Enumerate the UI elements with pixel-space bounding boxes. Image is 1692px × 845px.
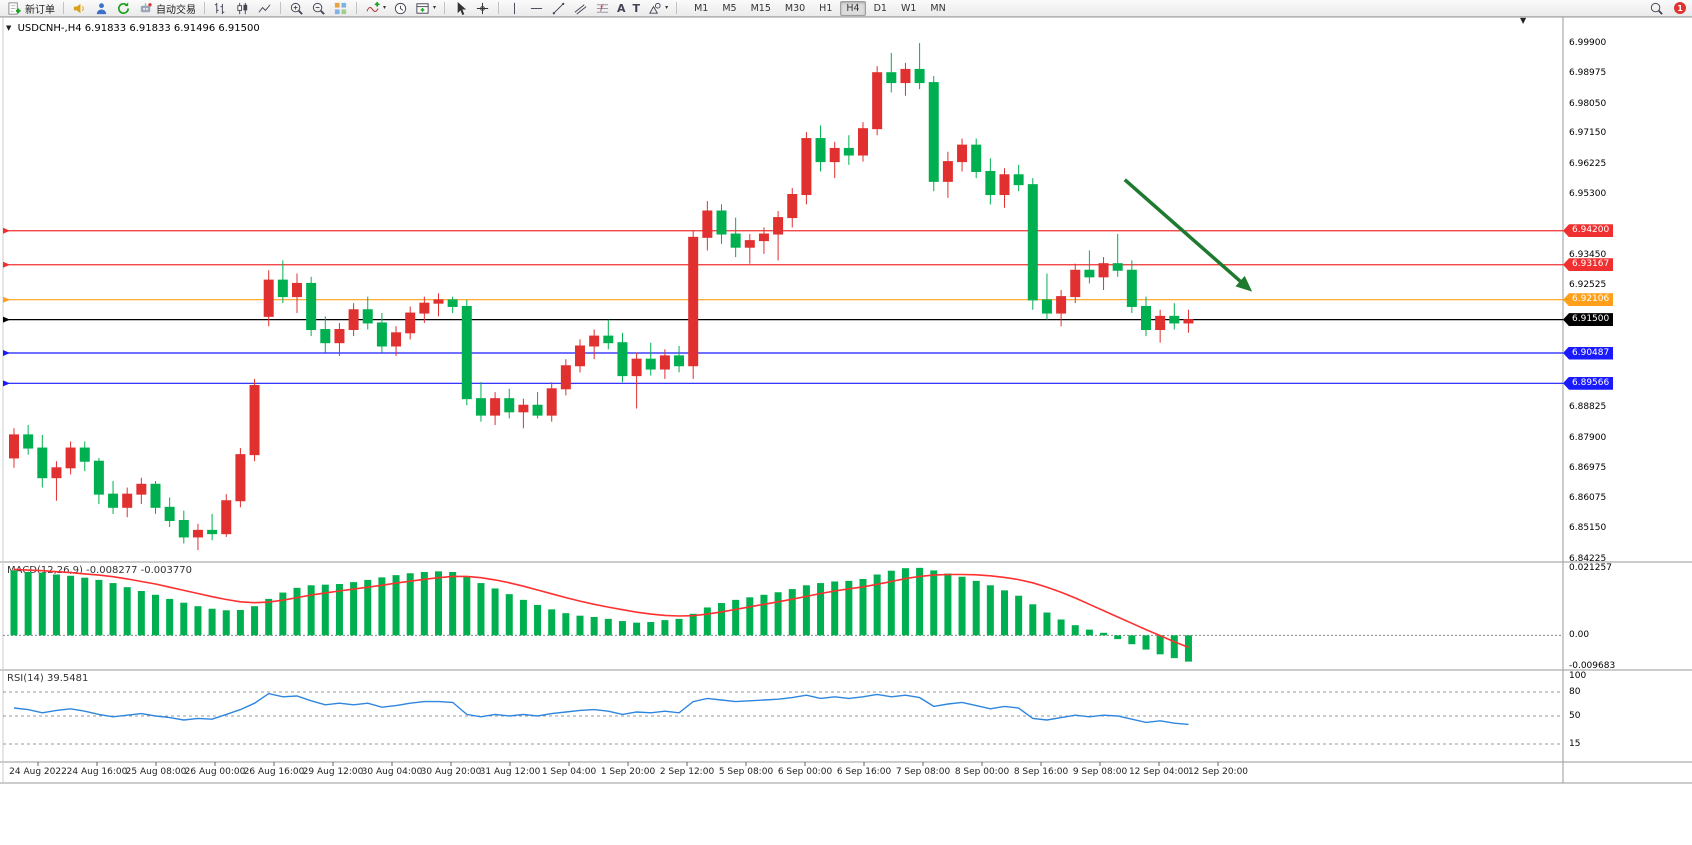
new-chart-window-icon bbox=[416, 2, 429, 14]
timeframe-W1[interactable]: W1 bbox=[900, 2, 917, 14]
timeframe-M5[interactable]: M5 bbox=[722, 2, 737, 14]
new-order-icon bbox=[8, 1, 21, 15]
time-settings-button[interactable] bbox=[390, 1, 411, 16]
search-icon bbox=[1650, 2, 1663, 15]
vertical-line-tool-button[interactable] bbox=[504, 1, 525, 16]
channel-icon bbox=[574, 3, 587, 14]
chart-ohlc-header: ▼ USDCNH-,H4 6.91833 6.91833 6.91496 6.9… bbox=[6, 23, 260, 34]
macd-signal-line bbox=[13, 568, 1189, 649]
shapes-tool-button[interactable]: ▾ bbox=[644, 1, 671, 16]
zoom-out-button[interactable] bbox=[308, 1, 329, 16]
separator bbox=[63, 2, 64, 14]
line-chart-mode-button[interactable] bbox=[254, 1, 275, 16]
indicators-button[interactable]: ▾ bbox=[362, 1, 389, 16]
label-tool-button[interactable]: T bbox=[630, 1, 644, 16]
candle-chart-mode-button[interactable] bbox=[232, 1, 253, 16]
hline-left-marker bbox=[3, 380, 10, 387]
toolbar: 新订单 自动交易 bbox=[0, 0, 1692, 17]
chart-shift-marker[interactable]: ▼ bbox=[1520, 16, 1527, 25]
macd-histogram bbox=[10, 567, 1192, 662]
refresh-icon bbox=[117, 1, 130, 14]
search-button[interactable] bbox=[1646, 1, 1667, 16]
new-order-label: 新订单 bbox=[25, 4, 55, 16]
timeframe-H1[interactable]: H1 bbox=[819, 2, 833, 14]
fibonacci-tool-button[interactable]: f bbox=[592, 1, 613, 16]
autotrading-button[interactable]: 自动交易 bbox=[135, 1, 199, 16]
separator bbox=[356, 2, 357, 14]
timeframe-M30[interactable]: M30 bbox=[784, 2, 806, 14]
timeframe-D1[interactable]: D1 bbox=[873, 2, 887, 14]
cursor-icon bbox=[457, 1, 467, 15]
zoom-in-button[interactable] bbox=[286, 1, 307, 16]
timeframe-MN[interactable]: MN bbox=[930, 2, 946, 14]
fibonacci-icon: f bbox=[596, 3, 609, 13]
rsi-panel-label: RSI(14) 39.5481 bbox=[7, 673, 89, 684]
bar-chart-mode-button[interactable] bbox=[210, 1, 231, 16]
zoom-out-icon bbox=[312, 2, 325, 15]
trendline-icon bbox=[552, 2, 565, 14]
tile-windows-button[interactable] bbox=[330, 1, 351, 16]
indicator-add-icon bbox=[366, 1, 380, 12]
autotrading-label: 自动交易 bbox=[156, 4, 196, 16]
channel-tool-button[interactable] bbox=[570, 1, 591, 16]
hline-left-marker bbox=[3, 227, 10, 234]
notification-badge[interactable]: 1 bbox=[1674, 2, 1686, 14]
timeframe-M1[interactable]: M1 bbox=[694, 2, 709, 14]
svg-text:f: f bbox=[600, 3, 605, 13]
community-button[interactable] bbox=[91, 1, 112, 16]
trendline-tool-button[interactable] bbox=[548, 1, 569, 16]
shapes-icon bbox=[649, 2, 661, 14]
hline-left-marker bbox=[3, 296, 10, 303]
hline-left-marker bbox=[3, 316, 10, 323]
text-icon: A bbox=[617, 1, 626, 15]
refresh-button[interactable] bbox=[113, 1, 134, 16]
ohlc-values: 6.91833 6.91833 6.91496 6.91500 bbox=[84, 23, 260, 34]
vertical-line-icon bbox=[514, 2, 515, 14]
candlesticks[interactable] bbox=[9, 43, 1194, 551]
trend-arrow[interactable] bbox=[1123, 178, 1253, 292]
separator bbox=[444, 2, 446, 14]
label-icon: T bbox=[632, 1, 641, 15]
separator bbox=[676, 2, 678, 14]
hline-left-marker bbox=[3, 349, 10, 356]
person-icon bbox=[96, 2, 107, 14]
zoom-in-icon bbox=[290, 2, 303, 15]
rsi-line bbox=[13, 692, 1189, 726]
crosshair-icon bbox=[476, 2, 489, 14]
new-order-button[interactable]: 新订单 bbox=[4, 1, 58, 16]
new-chart-button[interactable]: ▾ bbox=[412, 1, 439, 16]
candlestick-chart-icon bbox=[237, 2, 248, 14]
bar-chart-icon bbox=[214, 2, 225, 14]
symbol-period: USDCNH-,H4 bbox=[17, 23, 82, 34]
alerts-button[interactable] bbox=[69, 1, 90, 16]
horizontal-line-tool-button[interactable] bbox=[526, 1, 547, 16]
clock-icon bbox=[394, 2, 407, 14]
separator bbox=[204, 2, 205, 14]
timeframe-M15[interactable]: M15 bbox=[750, 2, 771, 14]
horizontal-line-icon bbox=[530, 7, 543, 9]
hline-left-marker bbox=[3, 261, 10, 268]
tile-windows-icon bbox=[334, 2, 347, 14]
separator bbox=[280, 2, 281, 14]
one-click-trading-toggle-icon[interactable]: ▼ bbox=[6, 24, 12, 32]
robot-icon bbox=[140, 2, 152, 12]
line-chart-icon bbox=[258, 3, 271, 13]
separator bbox=[498, 2, 500, 14]
timeframe-group: M1 M5 M15 M30 H1 H4 D1 W1 MN bbox=[687, 0, 953, 16]
horn-icon bbox=[73, 3, 84, 13]
chevron-down-icon: ▾ bbox=[665, 4, 669, 11]
crosshair-button[interactable] bbox=[472, 1, 493, 16]
toolbar-right: 1 bbox=[1646, 1, 1688, 16]
text-tool-button[interactable]: A bbox=[614, 1, 629, 16]
timeframe-H4[interactable]: H4 bbox=[840, 0, 866, 16]
chevron-down-icon: ▾ bbox=[433, 4, 437, 11]
chevron-down-icon: ▾ bbox=[383, 4, 387, 11]
cursor-button[interactable] bbox=[450, 1, 471, 16]
